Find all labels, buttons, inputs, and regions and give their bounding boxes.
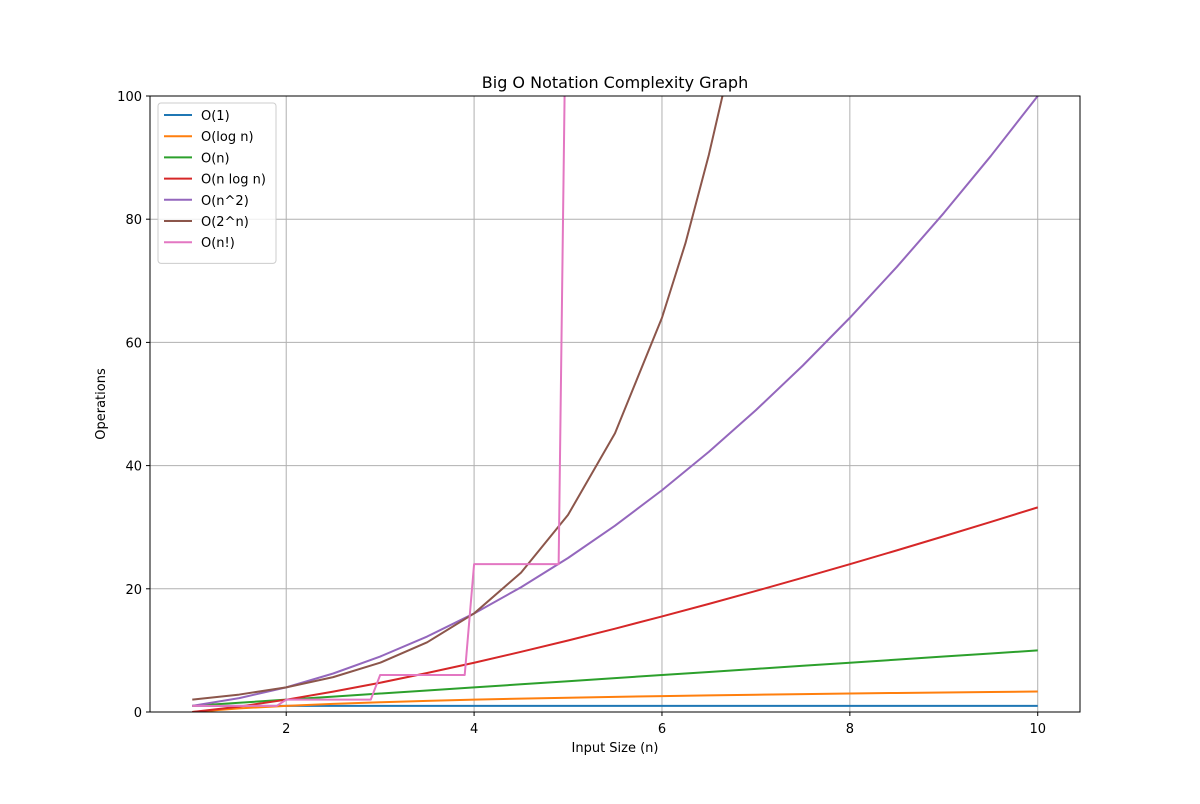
x-tick-label: 2	[282, 722, 290, 737]
series-line-o-2-n	[192, 96, 724, 701]
y-axis-title: Operations	[94, 368, 109, 440]
series-line-o-n	[192, 649, 1038, 707]
series-line-o-n	[192, 96, 566, 707]
y-tick-label: 100	[117, 90, 142, 105]
legend-box	[157, 102, 277, 264]
legend-label: O(1)	[201, 109, 230, 124]
legend-label: O(n log n)	[201, 173, 266, 188]
series-line-o-n-log-n	[192, 506, 1039, 712]
legend-label: O(n^2)	[201, 194, 249, 209]
x-tick-label: 4	[470, 722, 478, 737]
y-tick-label: 60	[125, 336, 142, 351]
x-tick-label: 8	[846, 722, 854, 737]
y-tick-label: 0	[134, 706, 142, 721]
y-tick-label: 80	[125, 213, 142, 228]
series-line-o-n-2	[192, 96, 1039, 707]
y-tick-label: 40	[125, 460, 142, 475]
x-tick-label: 10	[1029, 722, 1046, 737]
legend-label: O(n!)	[201, 236, 235, 251]
legend-label: O(2^n)	[201, 215, 249, 230]
x-tick-label: 6	[658, 722, 666, 737]
y-tick-label: 20	[125, 583, 142, 598]
series-lines	[192, 96, 1039, 712]
grid-lines	[150, 95, 1080, 713]
legend-label: O(log n)	[201, 130, 254, 145]
chart-title: Big O Notation Complexity Graph	[482, 73, 748, 92]
legend-label: O(n)	[201, 151, 230, 166]
plot-frame	[149, 95, 1081, 713]
x-axis-title: Input Size (n)	[572, 741, 659, 756]
series-line-o-log-n	[192, 690, 1038, 712]
legend: O(1) O(log n) O(n) O(n log n) O(n^2) O(2^n) O(…	[157, 102, 277, 264]
